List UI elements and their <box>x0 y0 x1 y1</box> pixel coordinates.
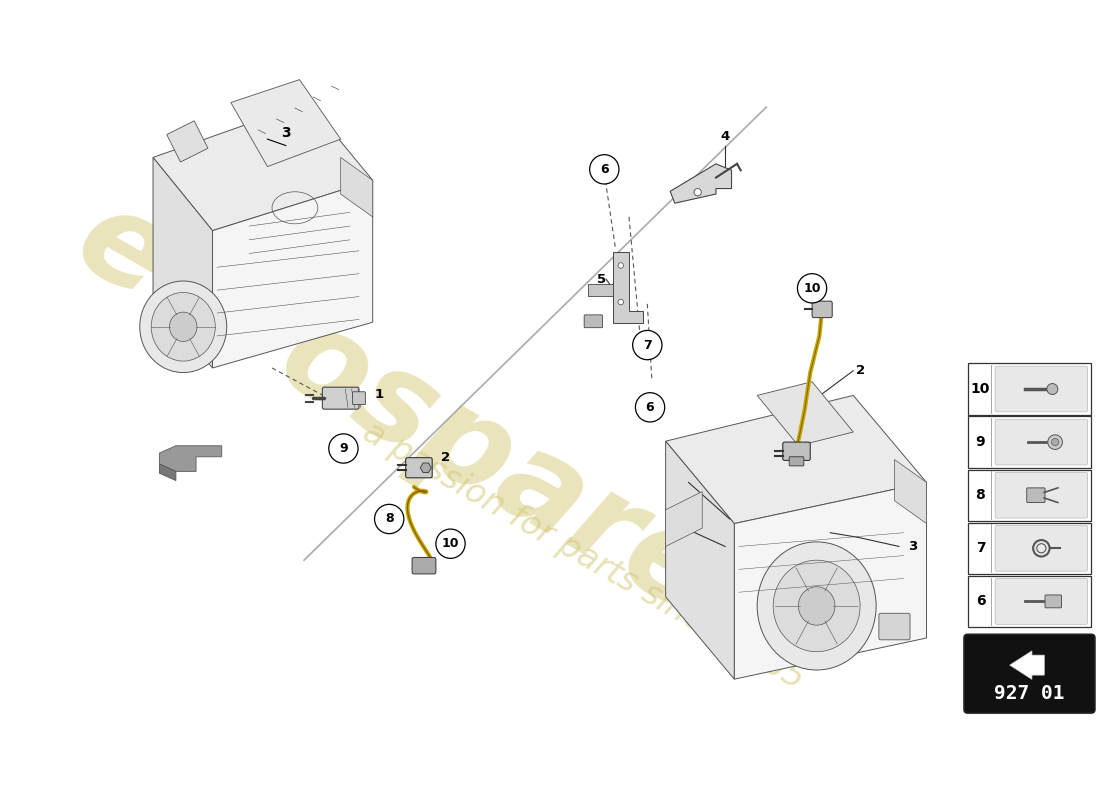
Circle shape <box>329 434 359 463</box>
Polygon shape <box>231 80 341 166</box>
FancyBboxPatch shape <box>996 419 1088 465</box>
Polygon shape <box>160 446 222 471</box>
Ellipse shape <box>140 281 227 373</box>
Text: 6: 6 <box>646 401 654 414</box>
FancyBboxPatch shape <box>996 472 1088 518</box>
Text: 9: 9 <box>976 435 986 449</box>
Ellipse shape <box>151 293 216 361</box>
Circle shape <box>374 504 404 534</box>
Text: 7: 7 <box>976 542 986 555</box>
Polygon shape <box>341 158 373 217</box>
FancyBboxPatch shape <box>783 442 811 461</box>
Circle shape <box>618 262 624 268</box>
Text: 8: 8 <box>385 513 394 526</box>
FancyBboxPatch shape <box>968 522 1091 574</box>
Circle shape <box>436 529 465 558</box>
Polygon shape <box>153 158 212 368</box>
Text: 2: 2 <box>856 364 866 378</box>
Polygon shape <box>420 463 431 473</box>
FancyBboxPatch shape <box>1045 595 1062 608</box>
Circle shape <box>1047 383 1058 394</box>
FancyBboxPatch shape <box>812 301 833 318</box>
Circle shape <box>1048 434 1063 450</box>
Circle shape <box>636 393 664 422</box>
FancyBboxPatch shape <box>968 470 1091 521</box>
FancyBboxPatch shape <box>996 526 1088 571</box>
Polygon shape <box>212 180 373 368</box>
FancyBboxPatch shape <box>353 392 365 405</box>
Polygon shape <box>894 459 926 523</box>
FancyBboxPatch shape <box>996 366 1088 412</box>
Text: 7: 7 <box>642 338 651 351</box>
Polygon shape <box>167 121 208 162</box>
Ellipse shape <box>773 560 860 652</box>
FancyBboxPatch shape <box>406 458 432 478</box>
Text: 927 01: 927 01 <box>994 684 1065 703</box>
Text: 3: 3 <box>909 540 917 553</box>
Text: 10: 10 <box>803 282 821 295</box>
FancyBboxPatch shape <box>322 387 359 409</box>
Text: a passion for parts since 1965: a passion for parts since 1965 <box>356 415 810 696</box>
Ellipse shape <box>799 586 835 625</box>
Text: 1: 1 <box>375 388 384 401</box>
FancyBboxPatch shape <box>879 614 910 640</box>
FancyBboxPatch shape <box>584 315 603 328</box>
Text: 10: 10 <box>971 382 990 396</box>
Circle shape <box>590 154 619 184</box>
Ellipse shape <box>169 312 197 342</box>
Text: 6: 6 <box>600 163 608 176</box>
Text: 8: 8 <box>976 488 986 502</box>
Text: eurospares: eurospares <box>55 178 800 678</box>
Polygon shape <box>153 102 373 230</box>
Circle shape <box>618 299 624 305</box>
FancyBboxPatch shape <box>968 576 1091 627</box>
Circle shape <box>798 274 827 303</box>
FancyBboxPatch shape <box>968 417 1091 468</box>
Text: 2: 2 <box>441 451 451 464</box>
Text: 3: 3 <box>280 126 290 140</box>
Polygon shape <box>613 252 642 323</box>
Polygon shape <box>587 284 613 296</box>
Polygon shape <box>670 164 732 203</box>
Polygon shape <box>666 491 702 546</box>
FancyBboxPatch shape <box>964 634 1094 713</box>
Text: 10: 10 <box>442 538 460 550</box>
Text: 5: 5 <box>597 273 606 286</box>
Circle shape <box>1052 438 1059 446</box>
Text: 6: 6 <box>976 594 986 608</box>
Circle shape <box>694 189 702 196</box>
Polygon shape <box>757 382 854 446</box>
FancyBboxPatch shape <box>789 457 804 466</box>
Text: 9: 9 <box>339 442 348 455</box>
FancyBboxPatch shape <box>1026 488 1045 502</box>
FancyBboxPatch shape <box>412 558 436 574</box>
FancyArrow shape <box>1010 651 1044 679</box>
Text: 4: 4 <box>720 130 729 143</box>
Polygon shape <box>666 441 735 679</box>
Polygon shape <box>666 395 926 523</box>
Ellipse shape <box>757 542 877 670</box>
Polygon shape <box>735 482 926 679</box>
FancyBboxPatch shape <box>968 363 1091 414</box>
FancyBboxPatch shape <box>996 578 1088 624</box>
Polygon shape <box>160 464 176 481</box>
Circle shape <box>632 330 662 360</box>
